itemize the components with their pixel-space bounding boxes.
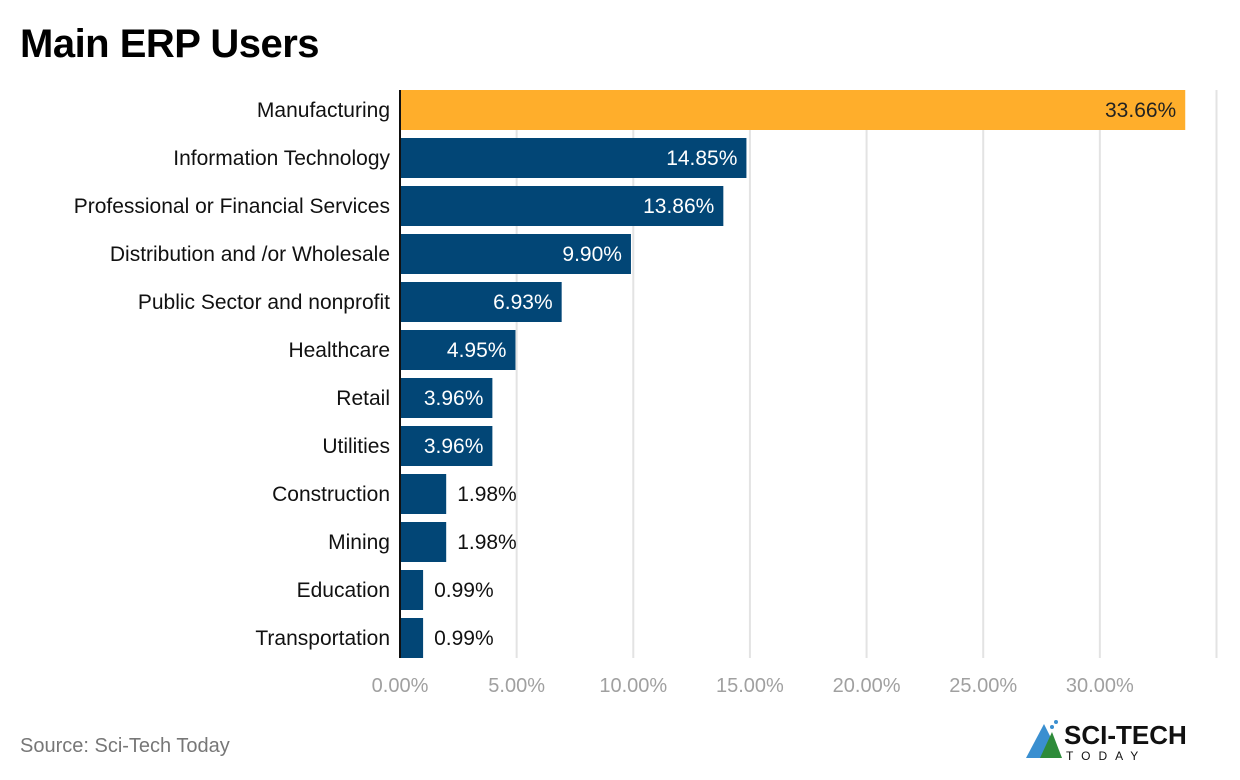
chart-title: Main ERP Users: [20, 22, 320, 66]
bar: [400, 90, 1186, 130]
bar: [400, 474, 447, 514]
data-label: 33.66%: [1105, 99, 1176, 122]
x-tick-label: 20.00%: [833, 675, 901, 697]
data-label: 4.95%: [447, 339, 507, 362]
data-label: 14.85%: [666, 147, 737, 170]
data-label: 0.99%: [434, 627, 494, 650]
category-label: Information Technology: [173, 147, 390, 170]
bar: [400, 234, 631, 274]
category-label: Public Sector and nonprofit: [138, 291, 390, 314]
data-label: 1.98%: [457, 483, 517, 506]
category-label: Transportation: [255, 627, 390, 650]
category-label: Utilities: [322, 435, 390, 458]
category-label: Retail: [336, 387, 390, 410]
bar: [400, 522, 447, 562]
bar: [400, 570, 424, 610]
bar: [400, 426, 493, 466]
category-label: Healthcare: [288, 339, 390, 362]
data-label: 0.99%: [434, 579, 494, 602]
category-label: Mining: [328, 531, 390, 554]
data-label: 3.96%: [424, 435, 484, 458]
category-label: Construction: [272, 483, 390, 506]
category-label: Distribution and /or Wholesale: [110, 243, 390, 266]
x-tick-label: 15.00%: [716, 675, 784, 697]
bar: [400, 138, 747, 178]
category-label: Education: [297, 579, 390, 602]
source-note: Source: Sci-Tech Today: [20, 735, 230, 757]
category-label: Professional or Financial Services: [74, 195, 390, 218]
x-tick-label: 30.00%: [1066, 675, 1134, 697]
data-label: 9.90%: [562, 243, 622, 266]
sci-tech-today-logo: SCI-TECH TODAY: [1026, 720, 1187, 763]
category-label: Manufacturing: [257, 99, 390, 122]
bar: [400, 378, 493, 418]
logo-text: SCI-TECH: [1064, 720, 1187, 750]
bar-chart: 0.00% 5.00% 10.00% 15.00% 20.00% 25.00% 30.00%…: [74, 90, 1218, 697]
bar: [400, 618, 424, 658]
x-tick-label: 5.00%: [488, 675, 545, 697]
x-tick-label: 0.00%: [372, 675, 429, 697]
bar: [400, 186, 724, 226]
data-label: 6.93%: [493, 291, 553, 314]
logo-subtext: TODAY: [1066, 749, 1146, 763]
bar: [400, 330, 516, 370]
x-tick-label: 25.00%: [949, 675, 1017, 697]
x-tick-label: 10.00%: [599, 675, 667, 697]
data-label: 3.96%: [424, 387, 484, 410]
bar: [400, 282, 562, 322]
data-label: 1.98%: [457, 531, 517, 554]
data-label: 13.86%: [643, 195, 714, 218]
